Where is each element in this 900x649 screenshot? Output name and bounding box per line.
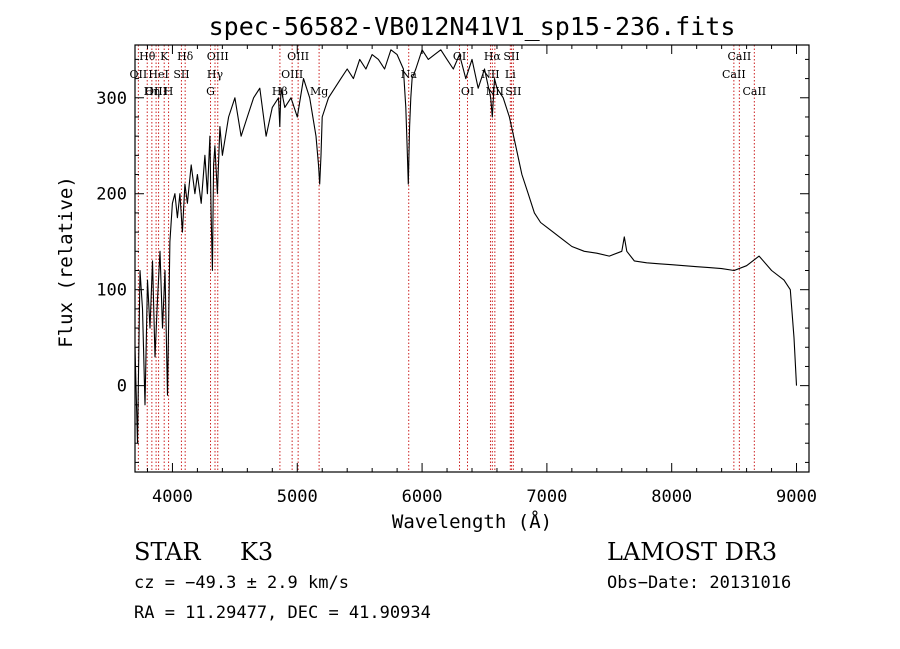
- x-axis: 4000 5000 6000 7000 8000 9000: [146, 45, 817, 507]
- marker-label: SII: [503, 50, 519, 63]
- marker-label: Hδ: [177, 50, 194, 63]
- marker-label: CaII: [728, 50, 752, 63]
- y-axis-label: Flux (relative): [55, 176, 77, 348]
- y-tick-label: 100: [96, 281, 127, 301]
- x-axis-label: Wavelength (Å): [392, 510, 552, 533]
- y-tick-label: 0: [117, 377, 127, 397]
- marker-label: OI: [461, 85, 474, 98]
- y-axis: 0 100 200 300: [96, 58, 809, 463]
- spectrum-line: [134, 49, 798, 444]
- marker-label: Hα: [484, 50, 502, 63]
- marker-label: CaII: [742, 85, 766, 98]
- marker-label: CaII: [722, 68, 746, 81]
- marker-label: OIII: [207, 50, 229, 63]
- marker-label: Mg: [310, 85, 328, 98]
- marker-label: OIII: [287, 50, 309, 63]
- marker-label: Hβ: [272, 85, 288, 98]
- marker-label: OIII: [281, 68, 303, 81]
- coordinates: RA = 11.29477, DEC = 41.90934: [134, 603, 431, 623]
- x-tick-label: 6000: [402, 487, 443, 507]
- marker-label: H: [164, 85, 174, 98]
- marker-label: OII: [130, 68, 148, 81]
- plot-frame: [134, 44, 810, 473]
- marker-label: K: [160, 50, 169, 63]
- marker-label: Li: [505, 68, 516, 81]
- x-tick-label: 9000: [776, 487, 817, 507]
- redshift-readout: cz = −49.3 ± 2.9 km/s: [134, 573, 349, 593]
- marker-label: SII: [505, 85, 521, 98]
- y-tick-label: 200: [96, 185, 127, 205]
- marker-label: G: [206, 85, 215, 98]
- survey-name: LAMOST DR3: [607, 538, 778, 566]
- x-tick-label: 7000: [526, 487, 567, 507]
- marker-label: SII: [173, 68, 189, 81]
- y-tick-label: 300: [96, 89, 127, 109]
- chart-title: spec-56582-VB012N41V1_sp15-236.fits: [209, 12, 736, 41]
- object-class: STAR: [134, 538, 201, 566]
- marker-label: OIII: [145, 85, 167, 98]
- marker-label: Na: [401, 68, 418, 81]
- x-tick-label: 8000: [651, 487, 692, 507]
- marker-label: HeI: [148, 68, 168, 81]
- marker-label: Hθ: [139, 50, 156, 63]
- x-tick-label: 5000: [277, 487, 318, 507]
- observation-date: Obs−Date: 20131016: [607, 573, 792, 593]
- marker-label: Hγ: [207, 68, 224, 81]
- object-subclass: K3: [240, 538, 274, 566]
- x-tick-label: 4000: [152, 487, 193, 507]
- marker-label: Hη: [144, 85, 160, 98]
